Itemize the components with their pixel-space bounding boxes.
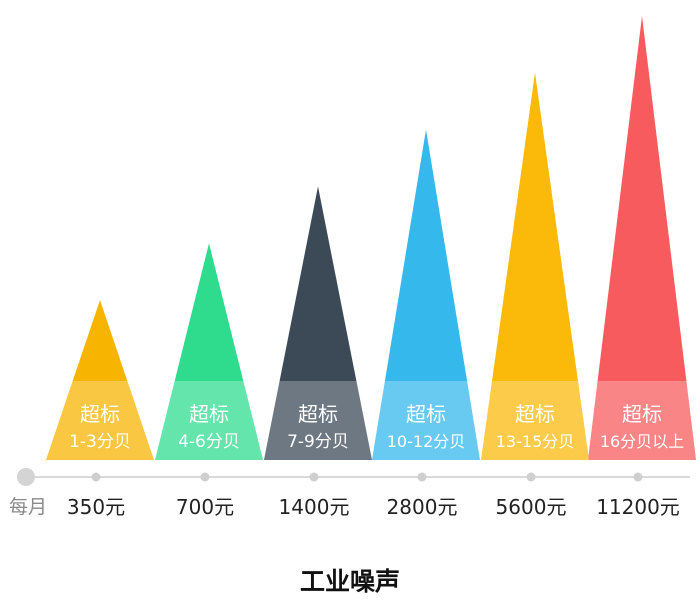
x-axis-ticks: 350元 700元 1400元 2800元 5600元 11200元 <box>67 472 680 519</box>
band-label-5: 超标 <box>515 402 555 426</box>
category-label-2: 4-6分贝 <box>178 432 240 452</box>
bar-2 <box>155 243 263 460</box>
x-tick-label-2: 700元 <box>176 495 234 519</box>
band-label-4: 超标 <box>406 402 446 426</box>
bar-5 <box>481 72 589 461</box>
x-tick-label-4: 2800元 <box>387 495 458 519</box>
x-tick-label-6: 11200元 <box>596 495 680 519</box>
chart-bands: 超标 1-3分贝 超标 4-6分贝 超标 7-9分贝 超标 10-12分贝 超标 13-15分贝 超… <box>46 381 696 460</box>
category-label-1: 1-3分贝 <box>69 432 131 452</box>
bar-6 <box>588 16 696 460</box>
bar-3 <box>264 186 372 460</box>
x-axis-prefix-label: 每月 <box>9 496 47 518</box>
category-label-3: 7-9分贝 <box>287 432 349 452</box>
band-label-1: 超标 <box>80 402 120 426</box>
x-tick-dot-1 <box>91 472 101 482</box>
x-tick-label-5: 5600元 <box>496 495 567 519</box>
bar-band-3 <box>264 381 372 460</box>
x-axis: 每月 <box>9 468 690 518</box>
bar-band-1 <box>46 381 154 460</box>
band-label-6: 超标 <box>622 402 662 426</box>
bar-band-4 <box>372 381 480 460</box>
band-label-3: 超标 <box>298 402 338 426</box>
x-tick-label-1: 350元 <box>67 495 125 519</box>
x-tick-dot-2 <box>200 472 210 482</box>
x-tick-dot-6 <box>633 472 643 482</box>
bar-1 <box>46 300 154 460</box>
category-label-5: 13-15分贝 <box>496 432 575 451</box>
x-tick-label-3: 1400元 <box>279 495 350 519</box>
x-tick-dot-3 <box>309 472 319 482</box>
x-axis-start-dot <box>17 468 35 486</box>
category-label-6: 16分贝以上 <box>600 432 684 451</box>
bar-band-2 <box>155 381 263 460</box>
band-label-2: 超标 <box>189 402 229 426</box>
chart-bars <box>46 16 696 461</box>
x-tick-dot-4 <box>417 472 427 482</box>
bar-band-6 <box>588 381 696 460</box>
category-label-4: 10-12分贝 <box>387 432 466 451</box>
x-tick-dot-5 <box>526 472 536 482</box>
bar-4 <box>372 129 480 460</box>
chart-title: 工业噪声 <box>300 567 400 596</box>
bar-band-5 <box>481 381 589 460</box>
